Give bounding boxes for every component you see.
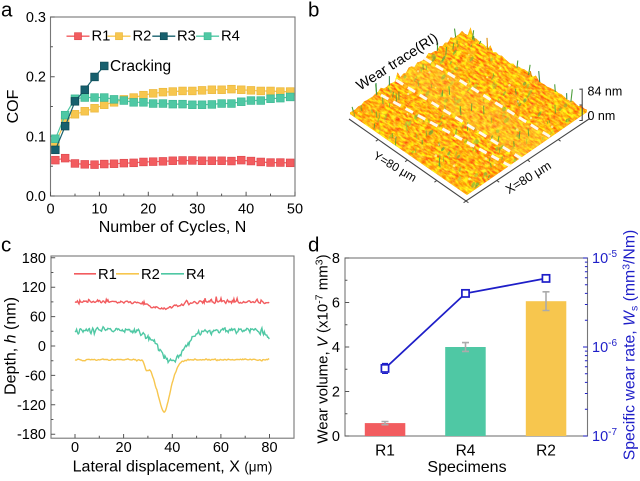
svg-text:0.2: 0.2 [26, 70, 46, 86]
svg-text:0.3: 0.3 [26, 10, 46, 26]
svg-text:0: 0 [71, 440, 79, 456]
svg-text:-180: -180 [17, 427, 46, 443]
svg-text:50: 50 [287, 202, 303, 218]
svg-text:R2: R2 [536, 443, 556, 460]
svg-text:10: 10 [91, 202, 107, 218]
svg-text:R4: R4 [456, 443, 476, 460]
svg-text:20: 20 [116, 440, 132, 456]
svg-text:2: 2 [332, 385, 340, 401]
svg-text:R3: R3 [177, 28, 196, 44]
svg-text:20: 20 [140, 202, 156, 218]
svg-text:c: c [1, 234, 11, 257]
svg-text:R4: R4 [186, 267, 205, 283]
svg-text:60: 60 [30, 310, 46, 326]
svg-text:0: 0 [332, 429, 340, 445]
svg-text:Number of Cycles, N: Number of Cycles, N [99, 219, 247, 236]
svg-text:40: 40 [164, 440, 180, 456]
svg-text:120: 120 [22, 280, 46, 296]
svg-text:0: 0 [38, 339, 46, 355]
svg-text:60: 60 [213, 440, 229, 456]
svg-text:0 nm: 0 nm [588, 109, 616, 123]
svg-text:8: 8 [332, 251, 340, 267]
svg-text:0.0: 0.0 [26, 189, 46, 205]
svg-text:40: 40 [238, 202, 254, 218]
svg-text:Specific wear rate, Ws (mm3/Nm: Specific wear rate, Ws (mm3/Nm) [621, 230, 640, 461]
svg-text:0.1: 0.1 [26, 129, 46, 145]
svg-text:84 nm: 84 nm [588, 85, 623, 99]
svg-text:Specimens: Specimens [427, 459, 506, 476]
svg-text:0: 0 [46, 202, 54, 218]
svg-text:d: d [308, 234, 319, 257]
svg-text:Lateral displacement, X (μm): Lateral displacement, X (μm) [73, 459, 273, 476]
svg-text:R2: R2 [133, 28, 152, 44]
svg-text:Wear volume, V (x10-7 mm3): Wear volume, V (x10-7 mm3) [314, 254, 332, 443]
svg-text:a: a [1, 0, 13, 21]
svg-text:-120: -120 [17, 398, 46, 414]
svg-text:R4: R4 [221, 28, 240, 44]
svg-text:80: 80 [261, 440, 277, 456]
svg-text:R2: R2 [141, 267, 160, 283]
svg-text:Depth, h (nm): Depth, h (nm) [3, 297, 20, 395]
svg-text:b: b [308, 0, 319, 22]
svg-text:COF: COF [5, 89, 22, 123]
svg-text:Cracking: Cracking [110, 58, 171, 75]
svg-text:30: 30 [189, 202, 205, 218]
svg-text:6: 6 [332, 296, 340, 312]
svg-text:180: 180 [22, 251, 46, 267]
svg-text:R1: R1 [375, 443, 395, 460]
svg-text:-60: -60 [25, 368, 46, 384]
svg-text:R1: R1 [98, 267, 117, 283]
svg-text:4: 4 [332, 340, 340, 356]
